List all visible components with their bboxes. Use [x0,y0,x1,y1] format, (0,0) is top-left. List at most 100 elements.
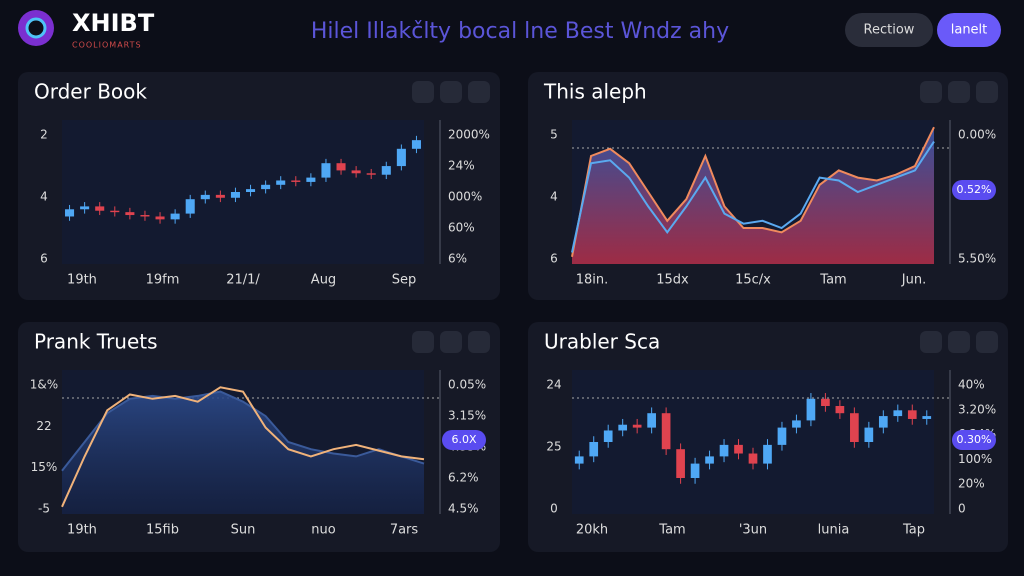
candle-body [647,413,656,428]
line [61,386,425,508]
candle-body [95,206,105,211]
candle-body [396,148,406,167]
icon-button[interactable] [948,331,970,353]
left-label: 22 [36,419,51,433]
x-label: Jun. [901,273,926,288]
right-label: 4.5% [448,502,479,516]
candle-body [125,212,135,216]
button-label[interactable]: lanelt [951,23,988,38]
candle-body [618,424,628,431]
icon-button[interactable] [440,331,462,353]
icon-button[interactable] [920,331,942,353]
right-label: 60% [448,221,475,235]
left-label: -5 [38,502,50,516]
badge-label: 6.0X [451,433,476,446]
candle-body [792,420,801,428]
right-label: 2000% [448,128,490,142]
button[interactable] [937,13,1001,47]
candle-body [603,430,613,442]
icon-button[interactable] [976,331,998,353]
left-label: 5 [550,128,558,142]
left-label: 4 [550,190,558,204]
candle-body [705,456,714,464]
candle-body [155,216,165,220]
candle-body [632,424,642,428]
right-label: 20% [958,477,985,491]
right-label: 100% [958,452,992,466]
panel-title: Prank Truets [34,330,158,354]
x-label: '3un [739,523,767,538]
candle-body [140,215,150,217]
candle-body [719,444,729,457]
candle-body [381,166,391,175]
candle-body [65,209,75,217]
x-label: 18in. [576,273,609,288]
candle-body [276,180,286,185]
line [571,141,935,253]
icon-button[interactable] [412,331,434,353]
left-label: 24 [546,378,561,392]
candle-body [690,463,700,478]
x-label: 15dx [656,273,689,288]
x-label: 15c/x [735,273,771,288]
icon-button[interactable] [920,81,942,103]
icon-button[interactable] [948,81,970,103]
candle-body [676,449,685,478]
button-label[interactable]: Rectiow [864,23,915,38]
badge [952,180,996,200]
icon-button[interactable] [468,331,490,353]
icon-button[interactable] [412,81,434,103]
x-label: nuo [311,523,335,538]
x-label: lunia [818,523,850,538]
x-label: 19th [67,273,97,288]
x-label: 20kh [576,523,608,538]
plot-area [62,120,424,264]
plot-area [572,370,934,514]
right-label: 0.00% [958,128,996,142]
icon-button[interactable] [468,81,490,103]
candle-body [215,194,225,198]
candle-body [185,199,195,214]
icon-button[interactable] [440,81,462,103]
left-label: 6 [550,252,558,266]
right-label: 000% [448,190,482,204]
candle-body [110,210,120,213]
right-label: 0 [958,502,966,516]
right-label: 3.15% [448,409,486,423]
candle-body [366,173,376,175]
candle-body [574,456,584,464]
x-label: Sun [231,523,256,538]
badge-label: 0.30% [957,433,992,446]
candle-body [763,444,772,464]
logo-eye [25,17,47,39]
panel-title: Urabler Sca [544,330,660,354]
candle-body [907,410,917,419]
badge [952,430,996,450]
right-label: 24% [448,159,475,173]
x-label: Aug [311,273,336,288]
right-label: 0.05% [448,378,486,392]
x-label: 19th [67,523,97,538]
button[interactable] [845,13,933,47]
badge [442,430,486,450]
icon-button[interactable] [976,81,998,103]
x-label: 19fm [146,273,180,288]
left-label: 1&% [30,378,58,392]
x-label: 7ars [390,523,419,538]
x-label: Tam [658,523,685,538]
candle-body [170,213,180,220]
candle-body [291,180,301,182]
candle-body [864,427,874,442]
logo-text: XHIBT [72,9,155,37]
candle-body [893,410,903,417]
right-label: 3.20% [958,402,996,416]
candle-body [246,189,256,192]
candle-body [748,453,758,464]
left-label: 6 [40,252,48,266]
candle-body [661,413,671,450]
left-label: 4 [40,190,48,204]
area [572,127,934,264]
headline: Hilel Illakčlty bocal lne Best Wndz ahy [311,19,729,44]
candle-body [835,406,845,414]
